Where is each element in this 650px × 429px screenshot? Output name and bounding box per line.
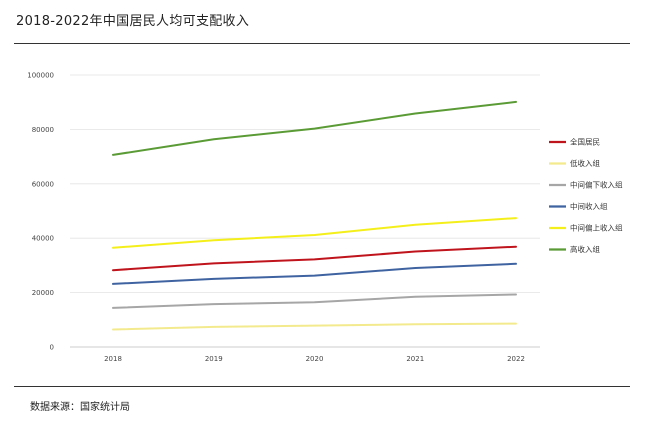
series-line-5 xyxy=(112,100,517,156)
series-line-3 xyxy=(112,262,517,285)
legend-label: 中间偏上收入组 xyxy=(570,223,623,233)
y-tick-label: 0 xyxy=(50,344,54,352)
data-source-note: 数据来源：国家统计局 xyxy=(30,402,130,413)
x-tick-label: 2021 xyxy=(406,355,424,363)
legend-label: 中间收入组 xyxy=(570,201,608,211)
series-lines xyxy=(112,100,517,331)
x-tick-label: 2020 xyxy=(306,355,324,363)
y-tick-label: 40000 xyxy=(32,235,54,243)
series-line-0 xyxy=(112,245,517,272)
legend-label: 中间偏下收入组 xyxy=(570,180,623,190)
legend-label: 低收入组 xyxy=(570,158,600,168)
legend-label: 高收入组 xyxy=(570,244,600,254)
y-tick-label: 60000 xyxy=(32,180,54,188)
y-tick-label: 20000 xyxy=(32,289,54,297)
footer-divider xyxy=(14,386,630,387)
series-line-4 xyxy=(112,217,517,249)
y-axis-ticks: 0 20000 40000 60000 80000 100000 xyxy=(27,72,54,352)
x-tick-label: 2019 xyxy=(205,355,223,363)
series-line-2 xyxy=(112,293,517,309)
x-axis-ticks: 2018 2019 2020 2021 2022 xyxy=(104,355,525,363)
chart-title: 2018-2022年中国居民人均可支配收入 xyxy=(16,14,250,29)
y-tick-label: 80000 xyxy=(32,126,54,134)
y-tick-label: 100000 xyxy=(27,72,54,80)
x-tick-label: 2018 xyxy=(104,355,122,363)
title-divider xyxy=(14,43,630,44)
series-line-1 xyxy=(112,322,517,331)
legend-label: 全国居民 xyxy=(570,137,600,147)
x-tick-label: 2022 xyxy=(507,355,525,363)
